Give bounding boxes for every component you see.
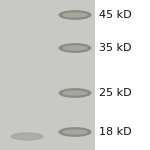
Text: 35 kD: 35 kD [99, 43, 132, 53]
Ellipse shape [62, 45, 88, 51]
Text: 25 kD: 25 kD [99, 88, 132, 98]
Bar [0, 0, 94, 150]
Text: 45 kD: 45 kD [99, 10, 132, 20]
Ellipse shape [58, 127, 92, 137]
Ellipse shape [58, 10, 92, 20]
Ellipse shape [62, 129, 88, 135]
Ellipse shape [62, 90, 88, 96]
Ellipse shape [14, 134, 40, 139]
Ellipse shape [62, 12, 88, 18]
Ellipse shape [58, 43, 92, 53]
Bar [94, 0, 150, 150]
Text: 18 kD: 18 kD [99, 127, 132, 137]
Ellipse shape [58, 88, 92, 98]
Ellipse shape [11, 132, 43, 141]
